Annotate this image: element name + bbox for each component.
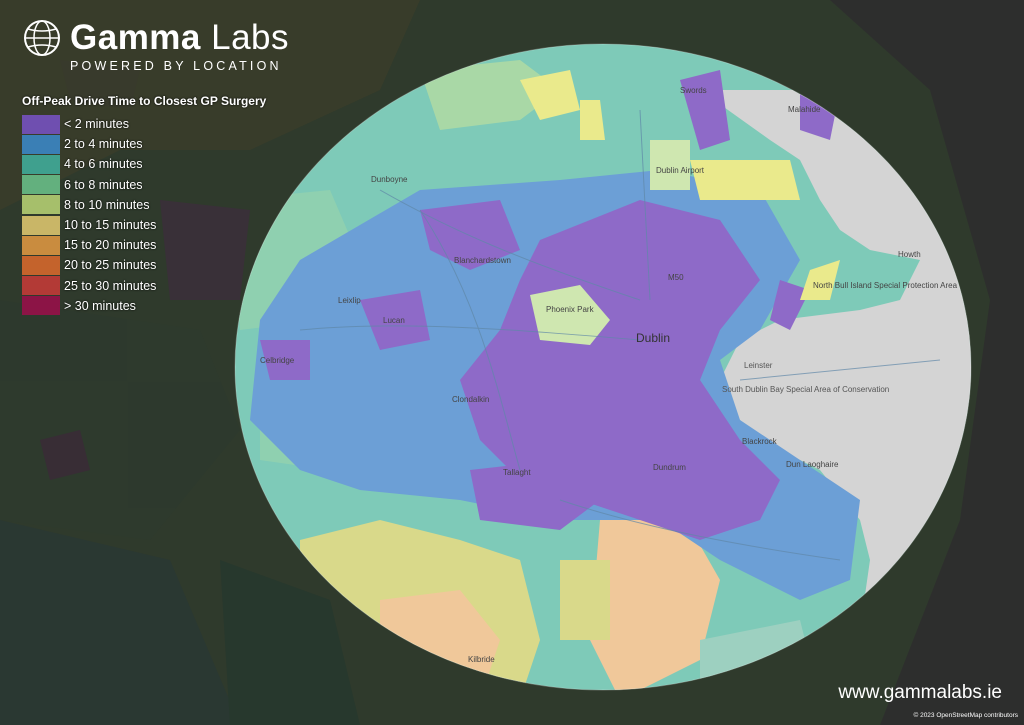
map-circle-area: Swords Malahide Dublin Airport Dunboyne …	[235, 44, 971, 690]
legend-item: < 2 minutes	[22, 114, 266, 134]
legend-label: 20 to 25 minutes	[64, 258, 157, 273]
label-south-dublin-bay: South Dublin Bay Special Area of Conserv…	[722, 385, 889, 394]
label-dublin: Dublin	[636, 331, 670, 345]
legend-item: 2 to 4 minutes	[22, 134, 266, 154]
legend-item: 4 to 6 minutes	[22, 154, 266, 174]
legend-label: 25 to 30 minutes	[64, 278, 157, 293]
legend-swatch	[22, 276, 60, 296]
label-blanchardstown: Blanchardstown	[454, 256, 511, 265]
label-dun-laoghaire: Dun Laoghaire	[786, 460, 839, 469]
label-leinster: Leinster	[744, 361, 773, 370]
legend-item: 25 to 30 minutes	[22, 276, 266, 296]
label-dundrum: Dundrum	[653, 463, 686, 472]
label-celbridge: Celbridge	[260, 356, 295, 365]
globe-icon	[24, 20, 60, 56]
legend-swatch	[22, 195, 60, 215]
legend-swatch	[22, 134, 60, 154]
website-link[interactable]: www.gammalabs.ie	[838, 682, 1002, 703]
legend-item: 10 to 15 minutes	[22, 215, 266, 235]
legend-label: 4 to 6 minutes	[64, 157, 143, 172]
legend-title: Off-Peak Drive Time to Closest GP Surger…	[22, 94, 267, 108]
label-tallaght: Tallaght	[503, 468, 531, 477]
label-leixlip: Leixlip	[338, 296, 361, 305]
map-legend: Off-Peak Drive Time to Closest GP Surger…	[22, 94, 266, 316]
legend-swatch	[22, 235, 60, 255]
legend-swatch	[22, 175, 60, 195]
map-attribution: © 2023 OpenStreetMap contributors	[913, 712, 1018, 719]
label-north-bull-island: North Bull Island Special Protection Are…	[813, 281, 958, 290]
legend-swatch	[22, 296, 60, 316]
map-circle-border	[234, 43, 972, 691]
legend-label: 8 to 10 minutes	[64, 197, 150, 212]
label-dublin-airport: Dublin Airport	[656, 166, 705, 175]
label-kilbride: Kilbride	[468, 655, 495, 664]
brand-name: Gamma Labs	[70, 18, 290, 57]
legend-swatch	[22, 114, 60, 134]
legend-label: > 30 minutes	[64, 298, 136, 313]
label-phoenix-park: Phoenix Park	[546, 305, 595, 314]
label-m50: M50	[668, 273, 684, 282]
label-lucan: Lucan	[383, 316, 405, 325]
legend-item: 8 to 10 minutes	[22, 195, 266, 215]
legend-item: 6 to 8 minutes	[22, 175, 266, 195]
legend-items: < 2 minutes 2 to 4 minutes 4 to 6 minutes 6…	[22, 114, 266, 316]
label-howth: Howth	[898, 250, 921, 259]
label-malahide: Malahide	[788, 105, 821, 114]
brand-tagline: POWERED BY LOCATION	[70, 59, 282, 73]
legend-label: 2 to 4 minutes	[64, 137, 143, 152]
brand-block: Gamma Labs POWERED BY LOCATION	[22, 18, 289, 73]
label-clondalkin: Clondalkin	[452, 395, 489, 404]
legend-swatch	[22, 215, 60, 235]
legend-label: 6 to 8 minutes	[64, 177, 143, 192]
legend-swatch	[22, 154, 60, 174]
legend-label: 15 to 20 minutes	[64, 238, 157, 253]
legend-swatch	[22, 255, 60, 275]
label-swords: Swords	[680, 86, 707, 95]
legend-item: > 30 minutes	[22, 296, 266, 316]
label-blackrock: Blackrock	[742, 437, 778, 446]
label-dunboyne: Dunboyne	[371, 175, 408, 184]
legend-label: 10 to 15 minutes	[64, 218, 157, 233]
legend-label: < 2 minutes	[64, 117, 129, 132]
legend-item: 20 to 25 minutes	[22, 255, 266, 275]
legend-item: 15 to 20 minutes	[22, 235, 266, 255]
